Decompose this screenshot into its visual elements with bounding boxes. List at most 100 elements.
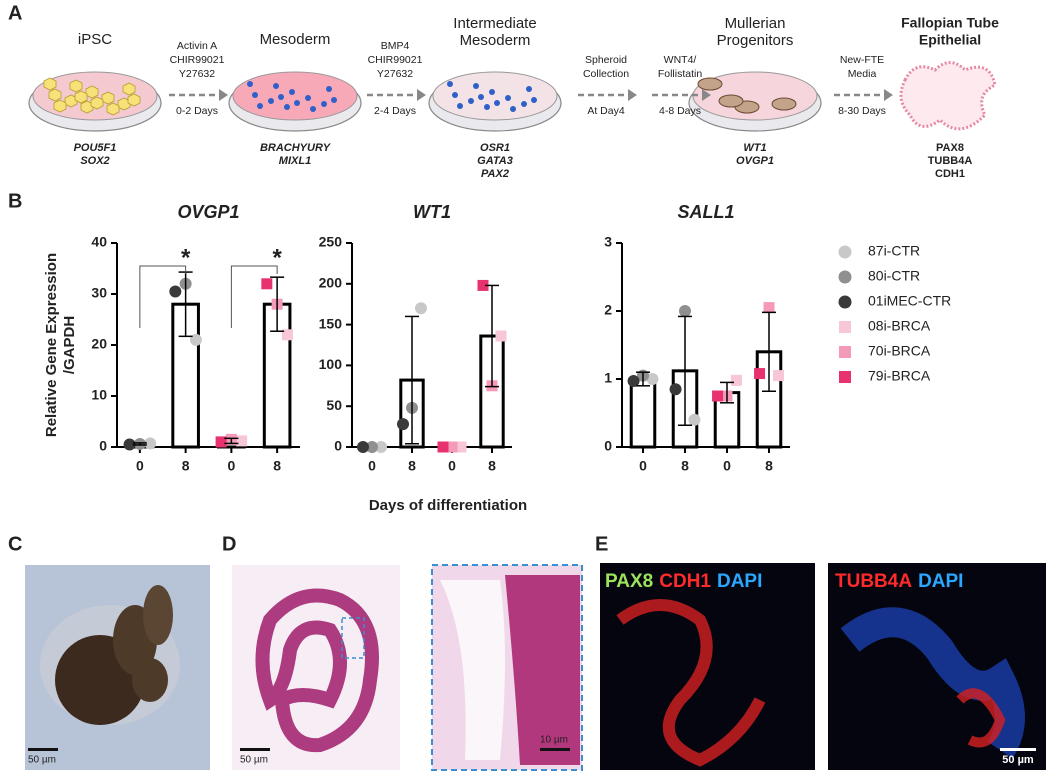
data-point	[366, 441, 378, 453]
data-point	[627, 375, 640, 388]
cell	[447, 81, 453, 87]
legend-label: 08i-BRCA	[868, 318, 931, 334]
significance-label: *	[272, 244, 282, 271]
y-axis-label: Relative Gene Expression	[43, 253, 60, 437]
cell	[473, 83, 479, 89]
y-tick-label: 20	[91, 336, 107, 352]
y-tick-label: 50	[326, 397, 342, 413]
data-point	[477, 279, 489, 291]
panel-label: E	[595, 533, 608, 555]
cell	[294, 100, 300, 106]
cell	[48, 88, 62, 102]
cell	[278, 94, 284, 100]
arrow-head	[628, 89, 637, 101]
step-time: 4-8 Days	[659, 105, 701, 117]
y-tick-label: 0	[604, 438, 612, 454]
error-bar	[720, 381, 734, 404]
data-point	[144, 437, 157, 450]
legend-swatch	[838, 245, 852, 259]
dish-medium	[432, 71, 558, 121]
significance-bracket	[230, 265, 278, 328]
scale-bar-label: 50 µm	[1002, 754, 1034, 766]
step-factor: BMP4	[381, 40, 410, 52]
error-bar	[762, 311, 776, 392]
step-factor: Media	[848, 68, 877, 80]
y-tick-label: 100	[319, 356, 343, 372]
marker-gene: OSR1	[480, 142, 510, 154]
cell	[331, 97, 337, 103]
y-tick-label: 200	[319, 275, 343, 291]
legend-label: 80i-CTR	[868, 268, 920, 284]
data-point	[169, 285, 182, 298]
cell	[484, 104, 490, 110]
data-point	[688, 413, 701, 426]
legend-label: 79i-BRCA	[868, 368, 931, 384]
cell	[478, 94, 484, 100]
legend-swatch	[839, 346, 851, 358]
y-tick-label: 3	[604, 234, 612, 250]
step-factor: CHIR99021	[368, 54, 423, 66]
error-bar	[405, 315, 419, 445]
data-point	[123, 438, 136, 451]
cell	[494, 100, 500, 106]
error-bar	[132, 442, 147, 446]
cell	[526, 86, 532, 92]
data-point	[397, 418, 409, 431]
cell	[127, 93, 141, 107]
data-point	[375, 441, 387, 453]
marker-gene: WT1	[743, 142, 766, 154]
stage-name: Fallopian Tube	[901, 15, 999, 31]
data-point	[669, 383, 682, 396]
cell	[510, 106, 516, 112]
cell	[268, 98, 274, 104]
cell	[69, 79, 83, 93]
data-point	[772, 370, 784, 382]
cell	[468, 98, 474, 104]
legend-label: 70i-BRCA	[868, 343, 931, 359]
error-bar	[270, 276, 285, 332]
cell	[101, 91, 115, 105]
data-point	[730, 374, 742, 386]
marker-gene: OVGP1	[736, 155, 774, 167]
cell	[85, 85, 99, 99]
tube-epithelium	[899, 61, 997, 131]
data-point	[215, 436, 227, 448]
data-point	[646, 373, 659, 385]
error-bar	[485, 284, 499, 388]
cell	[122, 82, 136, 96]
x-tick-label: 8	[488, 458, 496, 474]
bar	[629, 377, 657, 449]
cell	[489, 89, 495, 95]
cell	[257, 103, 263, 109]
stage-name: Mesoderm	[460, 32, 531, 49]
y-tick-label: 10	[91, 387, 107, 403]
stain-name: DAPI	[918, 571, 963, 592]
step-factor: Y27632	[377, 68, 413, 80]
chart-title: WT1	[413, 202, 451, 222]
marker-gene: PAX8	[936, 142, 964, 154]
y-tick-label: 2	[604, 302, 612, 318]
cell	[305, 95, 311, 101]
data-point	[261, 278, 273, 290]
panel-label: C	[8, 533, 22, 555]
cell	[505, 95, 511, 101]
brightfield-image	[25, 565, 210, 770]
data-point	[712, 390, 724, 402]
histology-image	[232, 564, 583, 771]
x-tick-label: 8	[408, 458, 416, 474]
cell	[90, 96, 104, 110]
marker-gene: GATA3	[477, 155, 513, 167]
error-bar	[224, 437, 239, 445]
cell	[521, 101, 527, 107]
data-point	[415, 302, 427, 315]
step-time: 0-2 Days	[176, 105, 218, 117]
x-tick-label: 8	[765, 458, 773, 474]
y-tick-label: 0	[334, 438, 342, 454]
data-point	[763, 302, 775, 314]
dish-medium	[232, 71, 358, 121]
arrow-head	[702, 89, 711, 101]
x-tick-label: 0	[136, 458, 144, 474]
x-tick-label: 0	[639, 458, 647, 474]
step-time: At Day4	[587, 105, 625, 117]
cell	[452, 92, 458, 98]
